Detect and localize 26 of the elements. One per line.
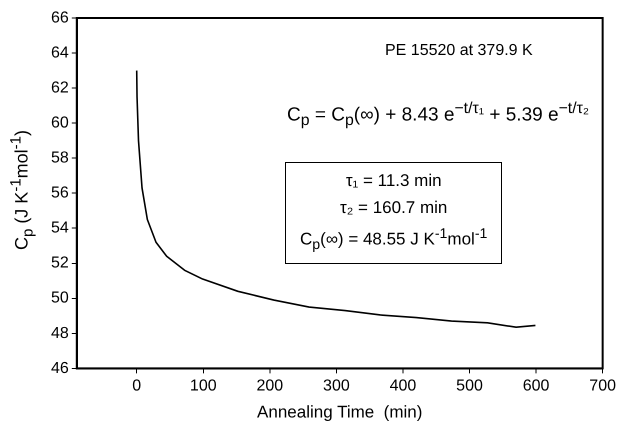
x-tick-label: 500 (456, 377, 483, 394)
y-tick-label: 48 (51, 324, 69, 342)
y-tick-label: 50 (51, 290, 69, 307)
y-tick-label: 60 (51, 114, 69, 132)
y-tick-label: 54 (51, 220, 69, 237)
x-tick-label: 200 (256, 377, 284, 394)
x-axis-title: Annealing Time (min) (257, 402, 422, 422)
y-tick-label: 58 (51, 150, 69, 167)
x-tick-label: 600 (522, 377, 550, 394)
x-tick-label: 400 (390, 377, 416, 394)
x-tick-label: 0 (132, 377, 142, 394)
annotation: PE 15520 at 379.9 K (385, 42, 533, 60)
annotation: C$_{p}$ = C$_{p}$(∞) + 8.43 e$^{−t/τ₁}$ + 5.39 e$^{−t/τ₂}$ (287, 100, 589, 130)
annotation: τ₂ = 160.7 min (339, 197, 448, 219)
y-tick-label: 46 (51, 360, 69, 377)
y-tick-label: 64 (51, 44, 69, 62)
y-tick-label: 62 (51, 79, 69, 96)
x-tick-label: 300 (323, 377, 350, 394)
y-tick-label: 52 (51, 254, 69, 272)
x-tick-label: 700 (589, 377, 616, 394)
annotation: C$_{p}$(∞) = 48.55 J K$^{-1}$mol$^{-1}$ (300, 225, 488, 256)
y-tick-label: 56 (51, 184, 69, 202)
annotation: τ₁ = 11.3 min (344, 170, 443, 192)
x-tick-label: 100 (190, 377, 217, 394)
framed-box: τ₁ = 11.3 min τ₂ = 160.7 min C$_{p}$(∞) = 48.55 J K$^{-1}$mol$^{-1}$ (285, 162, 502, 264)
y-tick-label: 66 (51, 9, 69, 26)
